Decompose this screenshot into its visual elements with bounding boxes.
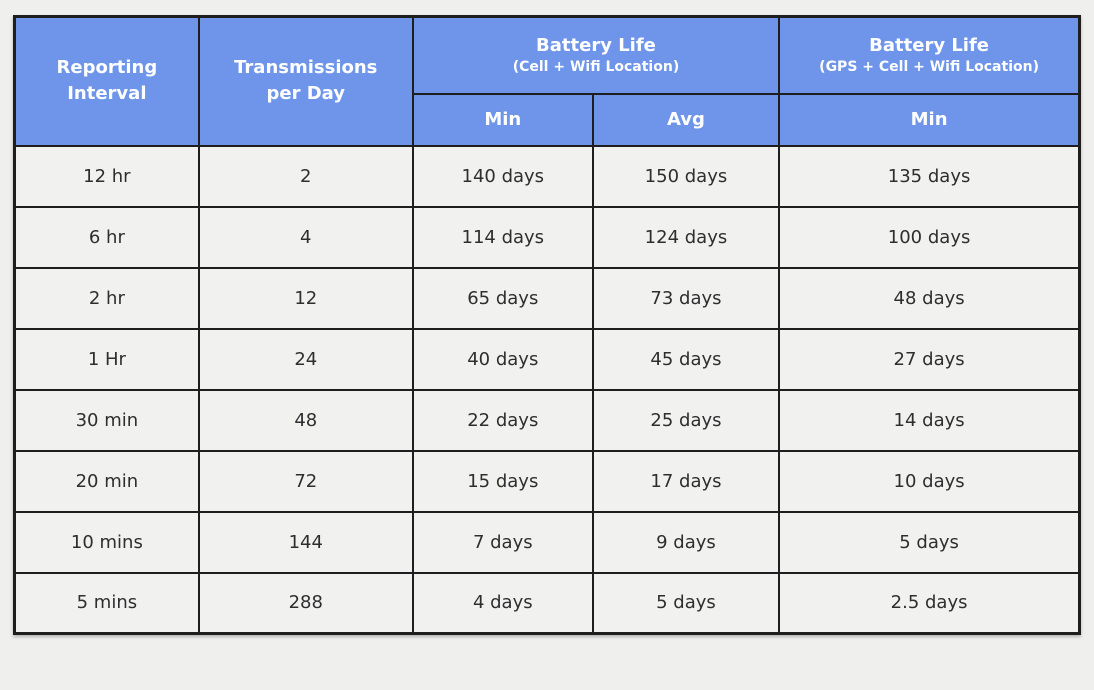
table-cell: 14 days: [778, 388, 1081, 452]
subheader-min-cell-wifi: Min: [411, 92, 594, 147]
header-transmissions-per-day: Transmissions per Day: [197, 15, 414, 147]
table-cell: 144: [197, 510, 414, 574]
table-cell: 12 hr: [13, 144, 200, 208]
table-cell: 124 days: [591, 205, 781, 269]
table-row: 12 hr 2 140 days 150 days 135 days: [13, 144, 1081, 208]
table-cell: 10 mins: [13, 510, 200, 574]
table-cell: 10 days: [778, 449, 1081, 513]
table-cell: 7 days: [411, 510, 594, 574]
table-cell: 40 days: [411, 327, 594, 391]
table-cell: 45 days: [591, 327, 781, 391]
table-cell: 2 hr: [13, 266, 200, 330]
table-header-row-sub: Min Avg Min: [15, 92, 1081, 147]
table-cell: 4 days: [411, 571, 594, 635]
header-battery-life-gps-cell-wifi-subtitle: (GPS + Cell + Wifi Location): [819, 58, 1039, 75]
table-cell: 135 days: [778, 144, 1081, 208]
table-cell: 9 days: [591, 510, 781, 574]
table-cell: 65 days: [411, 266, 594, 330]
table-cell: 2.5 days: [778, 571, 1081, 635]
table-cell: 6 hr: [13, 205, 200, 269]
table-cell: 4: [197, 205, 414, 269]
subheader-min-gps: Min: [778, 92, 1081, 147]
table-cell: 20 min: [13, 449, 200, 513]
header-reporting-interval: Reporting Interval: [13, 15, 200, 147]
header-battery-life-cell-wifi-subtitle: (Cell + Wifi Location): [512, 58, 680, 75]
table-row: 6 hr 4 114 days 124 days 100 days: [13, 205, 1081, 269]
table-cell: 48 days: [778, 266, 1081, 330]
table-cell: 73 days: [591, 266, 781, 330]
table-cell: 2: [197, 144, 414, 208]
header-battery-life-gps-cell-wifi-title: Battery Life: [869, 35, 989, 57]
header-battery-life-cell-wifi-title: Battery Life: [536, 35, 656, 57]
table-cell: 72: [197, 449, 414, 513]
table-row: 20 min 72 15 days 17 days 10 days: [13, 449, 1081, 513]
table-row: 10 mins 144 7 days 9 days 5 days: [13, 510, 1081, 574]
table-cell: 1 Hr: [13, 327, 200, 391]
table-cell: 140 days: [411, 144, 594, 208]
table-cell: 150 days: [591, 144, 781, 208]
table-cell: 5 days: [778, 510, 1081, 574]
table-row: 2 hr 12 65 days 73 days 48 days: [13, 266, 1081, 330]
subheader-avg-cell-wifi: Avg: [591, 92, 781, 147]
table-row: 1 Hr 24 40 days 45 days 27 days: [13, 327, 1081, 391]
header-battery-life-cell-wifi: Battery Life (Cell + Wifi Location): [411, 15, 781, 95]
table-cell: 30 min: [13, 388, 200, 452]
table-cell: 5 mins: [13, 571, 200, 635]
table-row: 30 min 48 22 days 25 days 14 days: [13, 388, 1081, 452]
table-row: 5 mins 288 4 days 5 days 2.5 days: [13, 571, 1081, 635]
header-battery-life-gps-cell-wifi: Battery Life (GPS + Cell + Wifi Location…: [778, 15, 1081, 95]
table-cell: 100 days: [778, 205, 1081, 269]
table-cell: 114 days: [411, 205, 594, 269]
table-cell: 5 days: [591, 571, 781, 635]
table-cell: 15 days: [411, 449, 594, 513]
table-cell: 12: [197, 266, 414, 330]
table-cell: 24: [197, 327, 414, 391]
table-cell: 27 days: [778, 327, 1081, 391]
battery-life-table: Reporting Interval Transmissions per Day…: [13, 15, 1081, 635]
table-cell: 17 days: [591, 449, 781, 513]
table-cell: 25 days: [591, 388, 781, 452]
table-cell: 48: [197, 388, 414, 452]
table-cell: 22 days: [411, 388, 594, 452]
table-header-row-top: Reporting Interval Transmissions per Day…: [13, 15, 1081, 147]
table-cell: 288: [197, 571, 414, 635]
